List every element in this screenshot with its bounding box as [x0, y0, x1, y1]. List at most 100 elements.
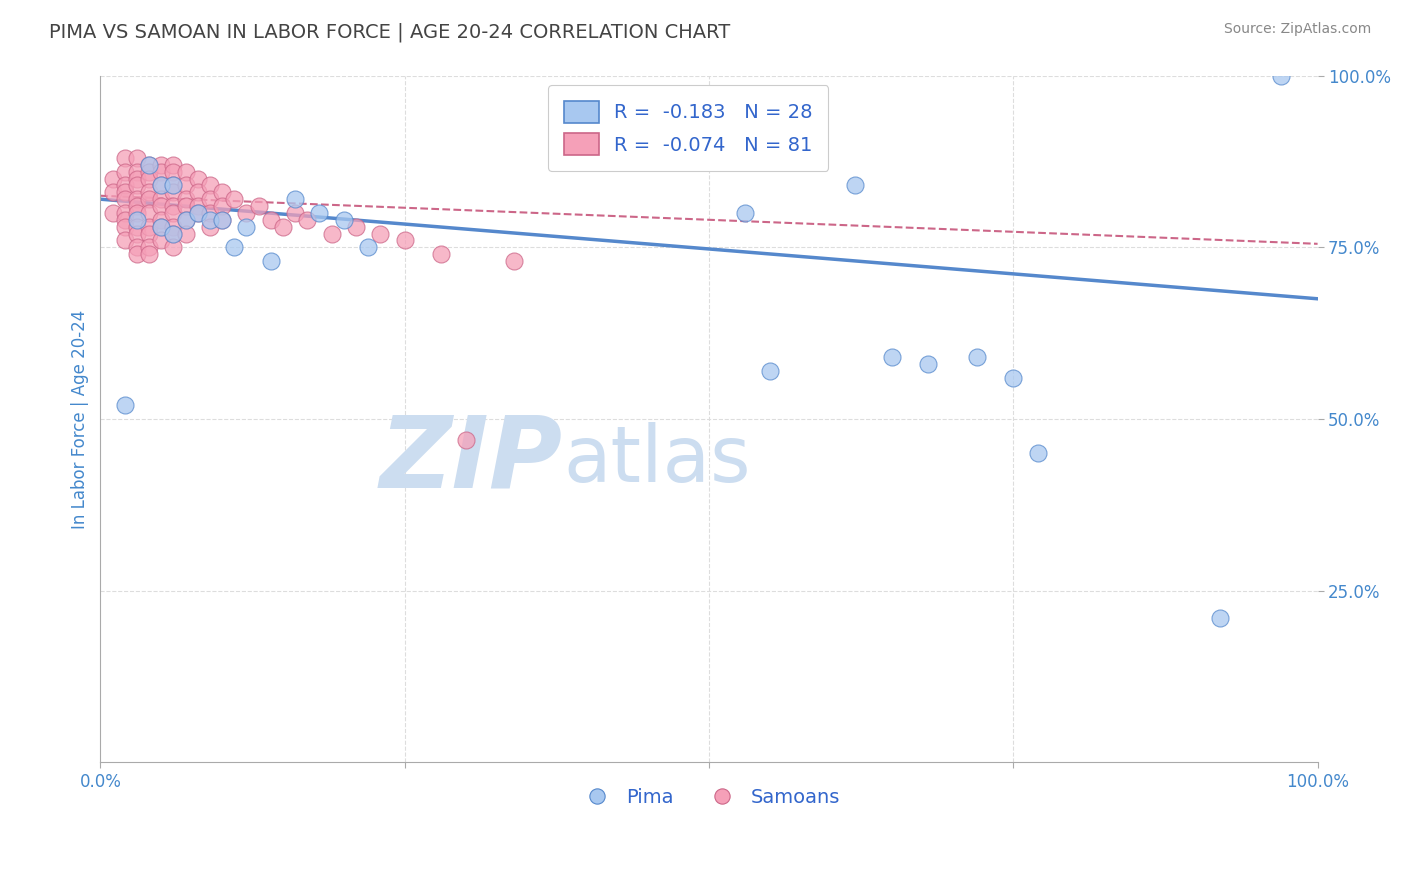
Point: [162, 227, 184, 241]
Point: [174, 164, 197, 178]
Point: [138, 186, 160, 200]
Point: [430, 247, 453, 261]
Point: [138, 240, 160, 254]
Point: [150, 158, 173, 172]
Point: [114, 233, 136, 247]
Point: [162, 219, 184, 234]
Point: [174, 212, 197, 227]
Text: PIMA VS SAMOAN IN LABOR FORCE | AGE 20-24 CORRELATION CHART: PIMA VS SAMOAN IN LABOR FORCE | AGE 20-2…: [49, 22, 731, 42]
Point: [174, 212, 197, 227]
Point: [138, 227, 160, 241]
Point: [454, 433, 477, 447]
Point: [174, 178, 197, 193]
Point: [162, 199, 184, 213]
Point: [235, 206, 257, 220]
Point: [198, 219, 221, 234]
Point: [125, 227, 148, 241]
Point: [138, 247, 160, 261]
Point: [198, 212, 221, 227]
Point: [125, 151, 148, 165]
Point: [187, 186, 209, 200]
Point: [162, 186, 184, 200]
Point: [211, 212, 233, 227]
Point: [368, 227, 391, 241]
Point: [1026, 446, 1049, 460]
Point: [138, 171, 160, 186]
Legend: Pima, Samoans: Pima, Samoans: [569, 780, 848, 814]
Point: [297, 212, 319, 227]
Point: [125, 247, 148, 261]
Point: [114, 206, 136, 220]
Point: [308, 206, 330, 220]
Point: [1270, 69, 1292, 83]
Point: [162, 178, 184, 193]
Text: atlas: atlas: [562, 422, 751, 499]
Point: [734, 206, 756, 220]
Point: [138, 164, 160, 178]
Point: [162, 227, 184, 241]
Point: [150, 212, 173, 227]
Point: [284, 206, 307, 220]
Point: [235, 219, 257, 234]
Point: [162, 164, 184, 178]
Point: [114, 212, 136, 227]
Point: [357, 240, 380, 254]
Point: [114, 398, 136, 412]
Text: Source: ZipAtlas.com: Source: ZipAtlas.com: [1223, 22, 1371, 37]
Point: [917, 357, 939, 371]
Point: [224, 192, 246, 206]
Point: [138, 192, 160, 206]
Point: [114, 164, 136, 178]
Point: [271, 219, 294, 234]
Point: [187, 199, 209, 213]
Point: [125, 212, 148, 227]
Point: [174, 192, 197, 206]
Point: [198, 206, 221, 220]
Point: [198, 178, 221, 193]
Point: [150, 199, 173, 213]
Point: [966, 350, 988, 364]
Point: [101, 206, 124, 220]
Point: [138, 219, 160, 234]
Point: [224, 240, 246, 254]
Point: [174, 199, 197, 213]
Point: [138, 206, 160, 220]
Point: [759, 364, 782, 378]
Point: [150, 178, 173, 193]
Point: [1209, 611, 1232, 625]
Point: [150, 233, 173, 247]
Point: [284, 192, 307, 206]
Point: [150, 219, 173, 234]
Point: [150, 219, 173, 234]
Point: [174, 227, 197, 241]
Point: [101, 186, 124, 200]
Point: [101, 171, 124, 186]
Point: [125, 192, 148, 206]
Point: [247, 199, 270, 213]
Point: [187, 206, 209, 220]
Point: [162, 178, 184, 193]
Point: [880, 350, 903, 364]
Point: [333, 212, 356, 227]
Point: [150, 178, 173, 193]
Point: [125, 171, 148, 186]
Point: [138, 158, 160, 172]
Point: [150, 164, 173, 178]
Point: [150, 192, 173, 206]
Point: [1002, 371, 1025, 385]
Point: [114, 219, 136, 234]
Point: [211, 186, 233, 200]
Point: [125, 178, 148, 193]
Point: [260, 254, 283, 268]
Point: [162, 158, 184, 172]
Point: [198, 192, 221, 206]
Point: [125, 199, 148, 213]
Point: [321, 227, 343, 241]
Point: [125, 164, 148, 178]
Point: [114, 192, 136, 206]
Point: [114, 178, 136, 193]
Point: [114, 151, 136, 165]
Point: [211, 212, 233, 227]
Point: [260, 212, 283, 227]
Point: [844, 178, 866, 193]
